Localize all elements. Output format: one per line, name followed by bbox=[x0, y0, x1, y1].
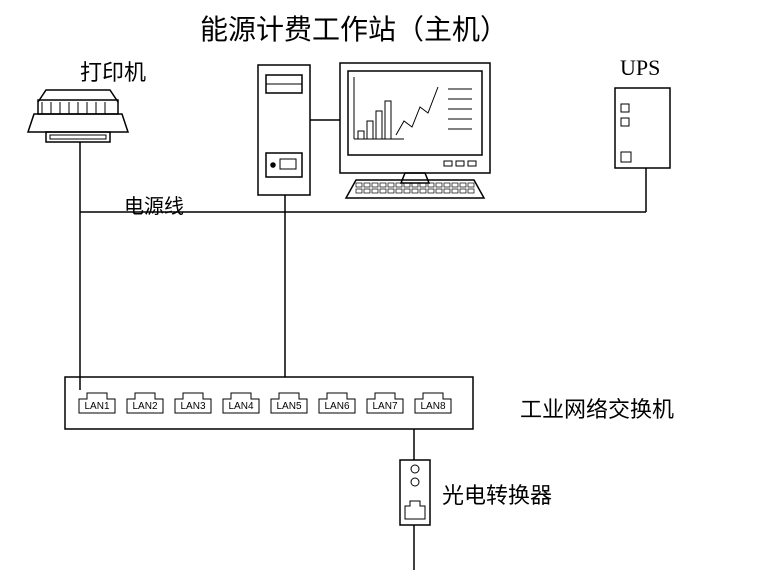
title: 能源计费工作站（主机） bbox=[200, 8, 508, 48]
printer-label: 打印机 bbox=[80, 55, 146, 87]
svg-text:LAN2: LAN2 bbox=[132, 401, 157, 412]
switch-label: 工业网络交换机 bbox=[520, 392, 674, 424]
svg-text:LAN1: LAN1 bbox=[84, 401, 109, 412]
svg-text:LAN6: LAN6 bbox=[324, 401, 349, 412]
converter-label: 光电转换器 bbox=[442, 478, 552, 510]
power-line-label: 电源线 bbox=[124, 190, 184, 219]
svg-text:LAN8: LAN8 bbox=[420, 401, 445, 412]
svg-text:LAN4: LAN4 bbox=[228, 401, 253, 412]
svg-text:LAN5: LAN5 bbox=[276, 401, 301, 412]
svg-text:LAN7: LAN7 bbox=[372, 401, 397, 412]
svg-text:LAN3: LAN3 bbox=[180, 401, 205, 412]
ups-label: UPS bbox=[620, 55, 660, 81]
